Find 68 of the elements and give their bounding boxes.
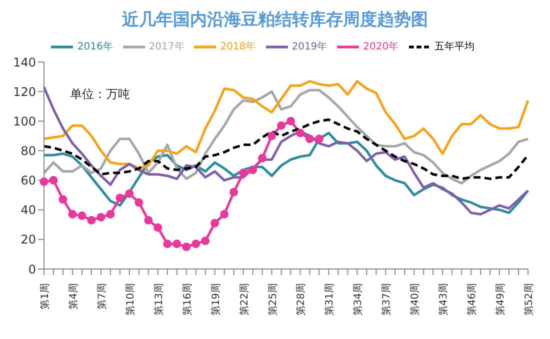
point — [192, 240, 200, 248]
point — [305, 134, 314, 144]
point — [163, 240, 172, 248]
y-tick-label: 140 — [13, 55, 36, 70]
point — [248, 166, 258, 174]
x-tick-label: 第19周 — [210, 283, 222, 316]
legend-label: 五年平均 — [434, 42, 475, 53]
point — [87, 216, 96, 224]
point — [277, 121, 286, 130]
point — [134, 198, 144, 207]
y-tick-label: 60 — [20, 174, 36, 188]
line-series — [42, 80, 530, 170]
y-tick-label: 80 — [20, 144, 36, 158]
point — [106, 210, 115, 219]
x-tick-label: 第31周 — [324, 283, 336, 316]
x-tick-label: 第4周 — [67, 283, 80, 310]
point — [144, 216, 153, 224]
x-tick-label: 第16周 — [181, 283, 194, 316]
point — [49, 176, 58, 185]
y-tick-label: 20 — [20, 232, 36, 247]
line-series — [42, 118, 530, 180]
point — [201, 236, 210, 246]
point — [296, 128, 304, 138]
line-series — [42, 86, 530, 216]
point — [258, 154, 267, 162]
point — [116, 194, 124, 202]
x-tick-label: 第46周 — [466, 283, 478, 316]
point — [314, 134, 324, 144]
point — [58, 195, 68, 204]
point — [286, 116, 295, 126]
point — [172, 240, 182, 248]
x-tick-label: 第13周 — [152, 283, 165, 316]
chart-title: 近几年国内沿海豆粕结转库存周度趋势图 — [121, 9, 429, 32]
x-tick-label: 第34周 — [352, 283, 364, 316]
point — [154, 223, 162, 232]
line-series — [42, 88, 530, 184]
point — [68, 210, 77, 219]
x-tick-label: 第28周 — [295, 283, 308, 316]
x-tick-label: 第25周 — [266, 283, 279, 316]
point — [125, 189, 134, 198]
point — [239, 168, 248, 178]
point — [268, 132, 276, 140]
y-tick-label: 120 — [13, 84, 36, 99]
point — [78, 212, 86, 220]
x-tick-label: 第43周 — [438, 283, 450, 316]
legend-label: 2018年 — [220, 42, 256, 53]
x-tick-label: 第49周 — [494, 283, 507, 316]
y-tick-label: 40 — [20, 203, 36, 218]
legend-label: 2020年 — [363, 42, 399, 53]
annotation: 单位：万吨 — [70, 86, 130, 103]
point — [182, 242, 191, 252]
point — [230, 188, 238, 196]
point — [40, 178, 48, 186]
legend-label: 2019年 — [292, 42, 328, 53]
legend-label: 2016年 — [77, 42, 113, 53]
x-tick-label: 第40周 — [409, 283, 422, 316]
x-tick-label: 第22周 — [238, 283, 250, 316]
y-tick-label: 0 — [28, 262, 36, 276]
point — [96, 213, 106, 222]
y-tick-label: 100 — [13, 114, 36, 128]
x-tick-label: 第10周 — [124, 283, 136, 316]
x-tick-label: 第7周 — [96, 283, 108, 310]
x-tick-label: 第52周 — [523, 283, 535, 316]
x-tick-label: 第1周 — [39, 283, 51, 310]
point — [210, 218, 220, 228]
point — [220, 210, 229, 219]
legend-label: 2017年 — [148, 42, 184, 53]
x-tick-label: 第37周 — [380, 283, 393, 316]
